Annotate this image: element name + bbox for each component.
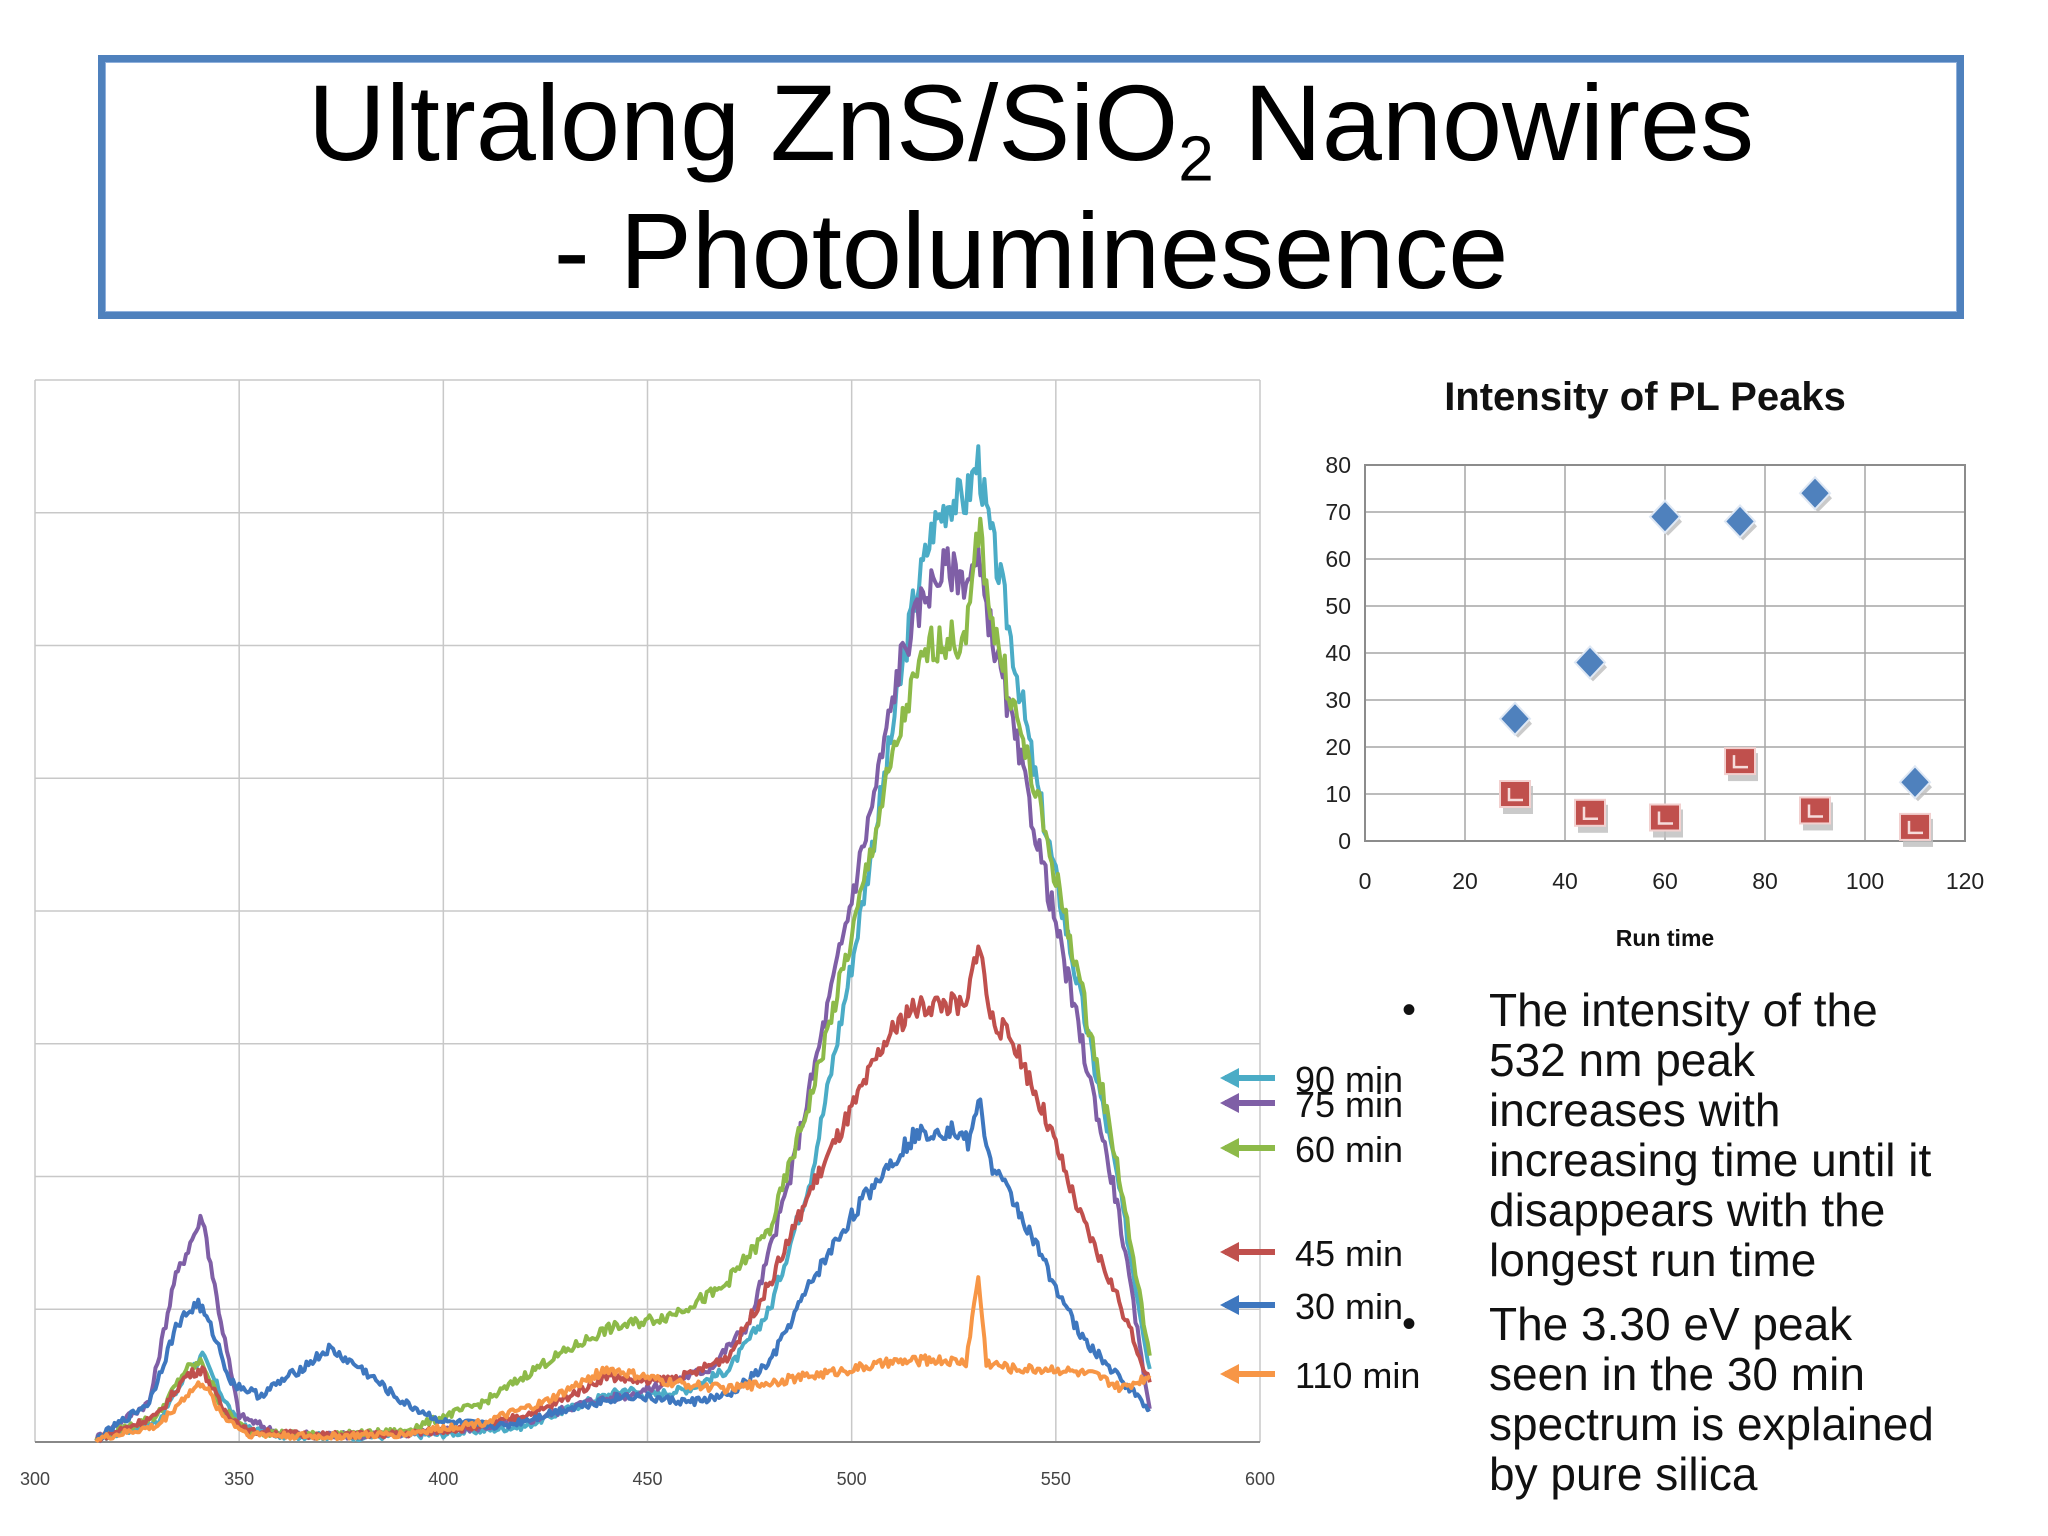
x-axis-label: Run time [1616,925,1714,951]
y-tick-label: 50 [1325,593,1351,619]
legend-arrow-head [1220,1093,1239,1113]
data-point-diamond [1573,644,1607,680]
legend-label: 75 min [1295,1084,1403,1125]
x-tick-label: 120 [1946,868,1984,894]
series-line [94,546,1152,1442]
legend-arrow-head [1220,1242,1239,1262]
marker-highlight [1907,820,1923,835]
pl-peaks-chart: Intensity of PL Peaks 0 10 20 30 40 50 60 70 80 0 2… [1325,375,1984,951]
data-point-diamond [1898,764,1932,800]
x-tick-label: 350 [224,1469,254,1489]
legend-arrow-head [1220,1068,1239,1088]
legend-label: 30 min [1295,1286,1403,1327]
x-tick-label: 100 [1846,868,1884,894]
y-tick-label: 20 [1325,734,1351,760]
x-tick-label: 60 [1652,868,1678,894]
x-tick-label: 40 [1552,868,1578,894]
legend-label: 110 min [1295,1355,1420,1396]
bullet-item: The intensity of the 532 nm peak increas… [1402,985,1962,1285]
chart-title: Intensity of PL Peaks [1444,375,1846,419]
legend-label: 60 min [1295,1129,1403,1170]
marker-highlight [1807,804,1823,818]
data-point-diamond [1648,499,1682,535]
data-point-diamond [1723,503,1757,539]
x-tick-label: 500 [837,1469,867,1489]
y-tick-label: 30 [1325,687,1351,713]
bullet-list: The intensity of the 532 nm peak increas… [1402,985,1962,1513]
x-tick-label: 300 [20,1469,50,1489]
y-tick-label: 40 [1325,640,1351,666]
legend-arrow-head [1220,1295,1239,1315]
data-point-diamond [1798,475,1832,511]
x-tick-label: 20 [1452,868,1478,894]
x-tick-label: 80 [1752,868,1778,894]
slide-title: Ultralong ZnS/SiO2 Nanowires [307,59,1755,190]
marker-highlight [1582,806,1598,821]
data-point-square [1499,780,1531,808]
legend-arrow-head [1220,1364,1239,1384]
x-tick-label: 400 [428,1469,458,1489]
marker-highlight [1507,788,1523,802]
y-tick-label: 70 [1325,499,1351,525]
data-point-square [1724,747,1756,776]
x-tick-label: 450 [632,1469,662,1489]
y-tick-label: 0 [1338,828,1351,854]
series-line [94,1275,1152,1444]
marker-highlight [1657,811,1673,825]
data-point-square [1574,798,1606,827]
y-tick-label: 80 [1325,452,1351,478]
title-subscript: 2 [1178,122,1214,195]
bullet-item: The 3.30 eV peak seen in the 30 min spec… [1402,1299,1962,1499]
x-tick-label: 600 [1245,1469,1275,1489]
y-tick-label: 10 [1325,781,1351,807]
series-line [95,444,1152,1444]
x-tick-label: 0 [1359,868,1372,894]
slide-subtitle: - Photoluminesence [553,190,1509,311]
marker-highlight [1732,755,1748,769]
x-tick-label: 550 [1041,1469,1071,1489]
legend-label: 45 min [1295,1233,1403,1274]
title-end: Nanowires [1213,62,1755,183]
data-point-square [1899,812,1931,841]
data-point-diamond [1498,701,1532,737]
data-point-square [1799,796,1831,825]
y-tick-label: 60 [1325,546,1351,572]
legend-arrow-head [1220,1138,1239,1158]
data-point-square [1649,803,1681,832]
title-box: Ultralong ZnS/SiO2 Nanowires - Photolumi… [98,55,1964,319]
legend-label: 90 min [1295,1059,1403,1100]
title-main: Ultralong ZnS/SiO [307,62,1179,183]
plot-area [1364,464,1966,842]
series-line [94,516,1152,1442]
series-line [96,1097,1151,1441]
